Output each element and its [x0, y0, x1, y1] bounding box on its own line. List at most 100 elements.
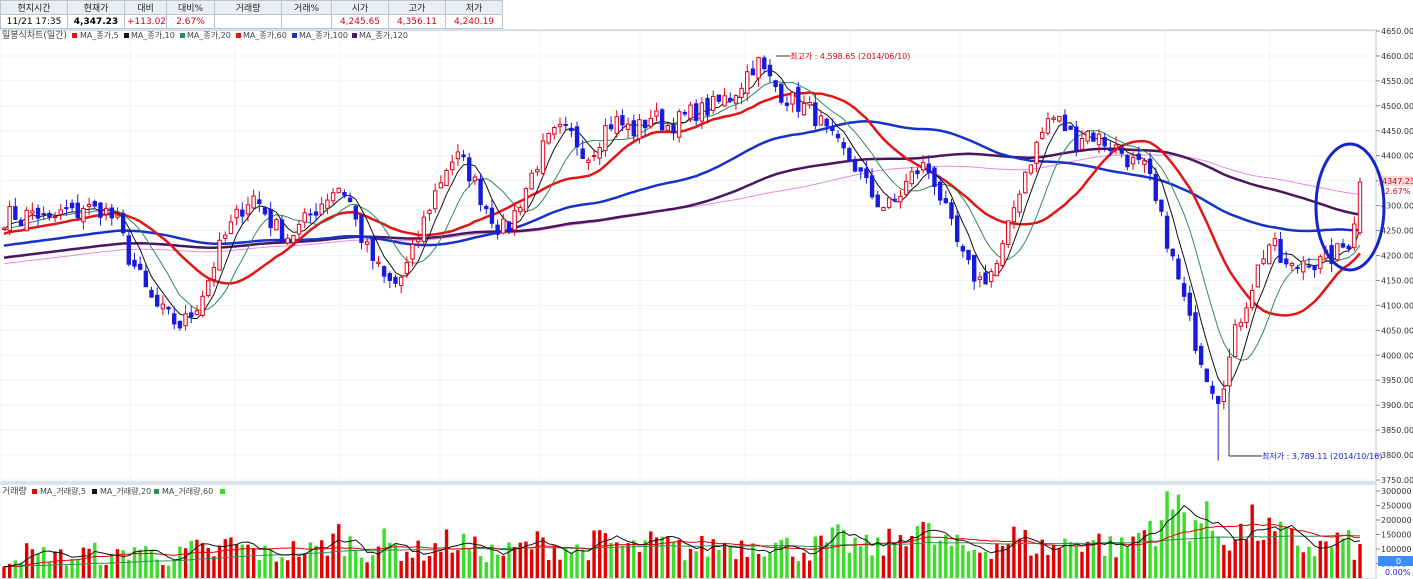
candle-up: [586, 159, 591, 163]
candle-down: [642, 119, 648, 129]
volume-bar-down: [1063, 538, 1067, 578]
volume-bar-down: [813, 536, 818, 578]
candle-up: [909, 171, 914, 185]
candle-up: [1006, 220, 1011, 245]
price-tick-label: 4500.00: [1381, 102, 1413, 111]
legend-ma20-marker: [180, 33, 185, 38]
volume-bar-down: [955, 534, 959, 578]
header-low-label: 저가: [445, 0, 503, 15]
candle-down: [1198, 345, 1204, 365]
volume-bar-up: [331, 533, 335, 578]
volume-bar-up: [81, 547, 86, 578]
candle-down: [1210, 385, 1215, 394]
candle-up: [1051, 117, 1056, 120]
volume-bar-down: [64, 565, 69, 578]
volume-bar-down: [1193, 520, 1198, 578]
legend-ma60-marker: [236, 33, 241, 38]
volume-bar-down: [842, 529, 846, 578]
candle-up: [330, 192, 336, 202]
volume-bar-down: [1108, 536, 1113, 578]
volume-bar-down: [1284, 527, 1288, 578]
volume-bar-down: [354, 549, 358, 578]
legend-vol-marker: [32, 489, 37, 494]
ma5-line: [3, 69, 1361, 387]
price-tick-label: 3800.00: [1381, 451, 1413, 460]
volume-bar-up: [200, 543, 205, 578]
volume-bar-up: [745, 557, 749, 578]
volume-bar-down: [847, 552, 852, 578]
volume-bar-up: [1040, 539, 1044, 578]
volume-bar-down: [308, 542, 313, 578]
price-tick-label: 4300.00: [1381, 202, 1413, 211]
volume-bar-up: [1324, 541, 1328, 578]
candle-down: [347, 197, 353, 202]
candle-up: [1301, 260, 1306, 273]
candle-down: [767, 64, 773, 77]
candle-down: [1125, 155, 1130, 168]
candle-up: [501, 218, 506, 234]
volume-bar-up: [535, 531, 540, 578]
candle-up: [1040, 131, 1045, 139]
candle-up: [223, 234, 228, 239]
volume-bar-up: [541, 537, 545, 578]
candle-down: [875, 194, 880, 208]
candle-down: [189, 312, 194, 318]
price-tick-label: 4450.00: [1381, 127, 1413, 136]
volume-bar-down: [268, 550, 273, 578]
candle-down: [359, 214, 364, 243]
candle-down: [926, 163, 931, 173]
candle-down: [353, 205, 358, 220]
candle-up: [228, 221, 234, 234]
volume-bar-down: [785, 537, 789, 578]
low-annotation: 최저가 : 3,789.11 (2014/10/16): [1228, 392, 1382, 461]
volume-bar-down: [127, 559, 131, 578]
price-tick-label: 4000.00: [1381, 351, 1413, 360]
volume-bar-down: [961, 545, 965, 578]
candle-down: [98, 202, 103, 218]
candle-up: [1289, 262, 1295, 266]
candle-down: [1108, 149, 1113, 152]
volume-bar-up: [1227, 550, 1232, 578]
candle-up: [285, 237, 290, 244]
candle-up: [739, 87, 744, 99]
candle-up: [421, 216, 427, 242]
volume-bar-up: [1097, 533, 1101, 578]
candle-down: [1159, 199, 1164, 212]
volume-bar-down: [495, 554, 500, 578]
volume-bar-up: [1114, 557, 1118, 578]
candle-down: [132, 259, 137, 267]
candle-up: [455, 151, 461, 160]
volume-bar-down: [1148, 520, 1152, 578]
volume-bar-down: [893, 543, 897, 578]
price-tick-label: 4150.00: [1381, 276, 1413, 285]
candle-up: [1023, 171, 1028, 194]
volume-bar-up: [677, 539, 681, 578]
volume-bar-down: [1125, 547, 1130, 578]
volume-bar-up: [603, 533, 608, 578]
candle-down: [1278, 238, 1283, 263]
volume-bar-down: [280, 557, 284, 578]
candle-up: [1079, 137, 1085, 150]
volume-bar-down: [461, 533, 466, 578]
candle-down: [308, 213, 313, 216]
volume-bar-down: [110, 553, 114, 578]
ma10-line: [3, 81, 1361, 361]
volume-bar-up: [450, 552, 454, 578]
volume-bar-up: [422, 560, 426, 578]
candle-down: [835, 133, 841, 139]
candle-down: [620, 115, 625, 126]
candle-up: [251, 195, 256, 209]
candle-up: [591, 155, 597, 158]
candle-up: [756, 57, 761, 79]
volume-panel: [0, 483, 1377, 579]
candle-down: [824, 118, 829, 127]
current-change-label: 2.67%: [1385, 187, 1411, 196]
volume-tick-label: 300000: [1381, 487, 1412, 496]
volume-bar-up: [887, 528, 891, 578]
candle-up: [654, 110, 659, 117]
volume-bar-down: [876, 537, 880, 578]
price-tick-label: 3850.00: [1381, 426, 1413, 435]
volume-bar-up: [223, 539, 227, 578]
volume-bar-up: [297, 556, 301, 578]
